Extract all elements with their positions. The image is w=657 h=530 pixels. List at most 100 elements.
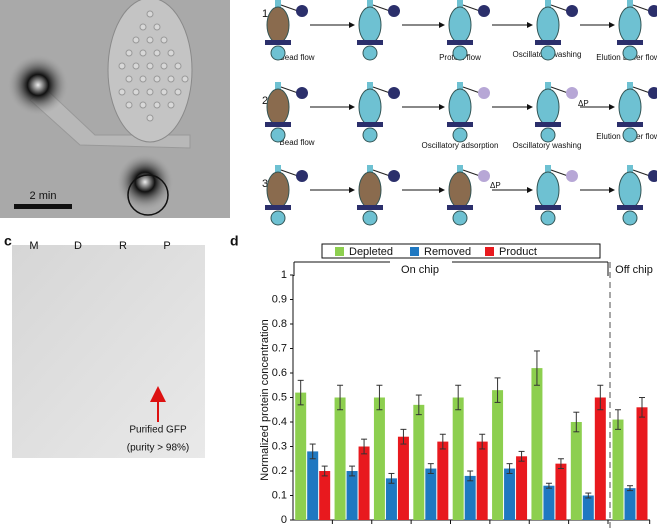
lane-label: M bbox=[29, 240, 38, 252]
lane-label: P bbox=[163, 240, 170, 252]
column-stem bbox=[545, 82, 551, 90]
valve bbox=[447, 122, 473, 127]
valve bbox=[617, 122, 643, 127]
reservoir bbox=[648, 5, 657, 17]
legend-swatch bbox=[335, 247, 344, 256]
outlet bbox=[540, 127, 556, 143]
column-stem bbox=[367, 0, 373, 8]
well bbox=[174, 62, 182, 70]
tube bbox=[372, 86, 391, 94]
well bbox=[132, 62, 140, 70]
well bbox=[153, 49, 161, 57]
reservoir bbox=[296, 87, 308, 99]
reservoir bbox=[478, 87, 490, 99]
tube bbox=[372, 4, 391, 12]
outlet bbox=[362, 210, 378, 226]
tube bbox=[632, 86, 651, 94]
bar bbox=[358, 446, 370, 520]
bar bbox=[594, 397, 606, 520]
valve bbox=[535, 40, 561, 45]
valve bbox=[265, 40, 291, 45]
column bbox=[448, 171, 472, 209]
pressure-label: ΔP bbox=[490, 181, 501, 190]
y-tick-label: 0.9 bbox=[272, 293, 287, 305]
valve bbox=[265, 122, 291, 127]
row-number: 1 bbox=[262, 8, 268, 20]
legend-swatch bbox=[485, 247, 494, 256]
column bbox=[618, 6, 642, 44]
well bbox=[167, 75, 175, 83]
valve bbox=[357, 40, 383, 45]
well bbox=[139, 75, 147, 83]
reservoir bbox=[388, 87, 400, 99]
tube bbox=[280, 4, 299, 12]
pressure-label: ΔP bbox=[578, 99, 589, 108]
outlet bbox=[270, 210, 286, 226]
reservoir bbox=[566, 5, 578, 17]
column bbox=[266, 88, 290, 126]
column-stem bbox=[545, 0, 551, 8]
valve bbox=[535, 122, 561, 127]
column bbox=[358, 171, 382, 209]
column-stem bbox=[275, 0, 281, 8]
well bbox=[160, 62, 168, 70]
column bbox=[266, 171, 290, 209]
micrograph: 2 min bbox=[0, 0, 230, 218]
bar bbox=[612, 419, 624, 520]
reservoir bbox=[648, 87, 657, 99]
column-stem bbox=[627, 82, 633, 90]
column-stem bbox=[545, 165, 551, 173]
y-tick-label: 0.8 bbox=[272, 318, 287, 330]
reservoir bbox=[478, 170, 490, 182]
bar bbox=[346, 471, 358, 520]
gel: M D R P Purified GFP (purity > 98%) bbox=[12, 240, 205, 458]
gel-annotation: (purity > 98%) bbox=[127, 443, 190, 454]
well bbox=[153, 75, 161, 83]
bar bbox=[437, 441, 449, 520]
bar bbox=[570, 422, 582, 520]
panel-label: d bbox=[230, 233, 239, 249]
bar bbox=[555, 463, 567, 520]
y-tick-label: 1 bbox=[281, 269, 287, 281]
column-stem bbox=[275, 165, 281, 173]
valve bbox=[617, 205, 643, 210]
valve bbox=[357, 205, 383, 210]
column bbox=[618, 171, 642, 209]
tube bbox=[280, 169, 299, 177]
bar bbox=[624, 488, 636, 520]
well bbox=[146, 114, 154, 122]
column bbox=[266, 6, 290, 44]
bar bbox=[636, 407, 648, 520]
bar bbox=[334, 397, 346, 520]
column-stem bbox=[457, 0, 463, 8]
bar bbox=[464, 475, 476, 520]
valve bbox=[447, 40, 473, 45]
tube bbox=[632, 4, 651, 12]
legend bbox=[321, 243, 601, 259]
outlet bbox=[270, 127, 286, 143]
annotation: Off chip bbox=[615, 264, 653, 276]
well bbox=[167, 101, 175, 109]
legend-label: Removed bbox=[424, 246, 471, 258]
bar bbox=[397, 436, 409, 520]
step-label: Oscillatory adsorption bbox=[422, 141, 499, 150]
well bbox=[146, 36, 154, 44]
panel-label: c bbox=[4, 233, 12, 249]
lane-label: R bbox=[119, 240, 127, 252]
well bbox=[118, 62, 126, 70]
column bbox=[448, 88, 472, 126]
annotation: On chip bbox=[401, 264, 439, 276]
well bbox=[146, 10, 154, 18]
reservoir bbox=[296, 5, 308, 17]
valve bbox=[265, 205, 291, 210]
bar bbox=[319, 471, 331, 520]
bar bbox=[582, 495, 594, 520]
well bbox=[146, 62, 154, 70]
y-tick-label: 0.1 bbox=[272, 489, 287, 501]
valve bbox=[535, 205, 561, 210]
well bbox=[139, 101, 147, 109]
well bbox=[160, 36, 168, 44]
reservoir bbox=[296, 170, 308, 182]
bar bbox=[452, 397, 464, 520]
tube bbox=[550, 169, 569, 177]
